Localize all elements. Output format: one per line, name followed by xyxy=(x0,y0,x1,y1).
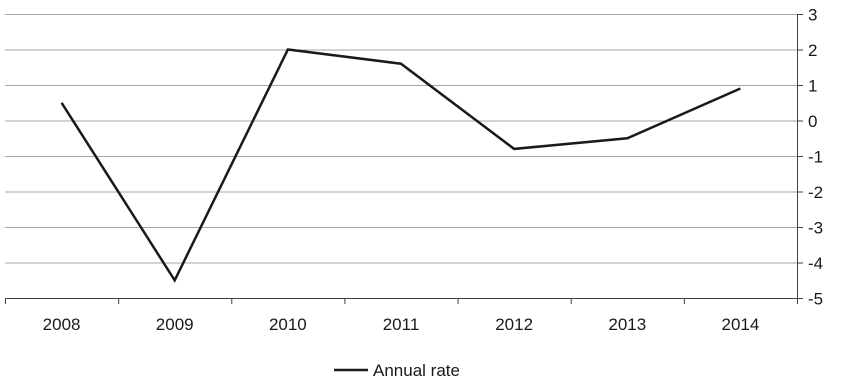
y-tick-label: -1 xyxy=(808,148,823,167)
y-tick-label: 0 xyxy=(808,112,817,131)
series-layer xyxy=(60,48,741,283)
x-tick-label: 2013 xyxy=(608,315,646,334)
gridlines xyxy=(5,14,797,264)
y-tick-label: -4 xyxy=(808,254,823,273)
axes xyxy=(5,14,803,304)
tick-labels: 3 2 1 0 -1 -2 -3 -4 -5 2008 2009 2010 2011 2012 2013 20… xyxy=(43,6,823,335)
x-tick-label: 2011 xyxy=(383,315,420,334)
legend: Annual rate xyxy=(334,361,460,380)
x-tick-label: 2012 xyxy=(495,315,533,334)
x-tick-label: 2008 xyxy=(43,315,81,334)
y-tick-label: -2 xyxy=(808,183,823,202)
y-tick-label: 1 xyxy=(808,77,817,96)
legend-label: Annual rate xyxy=(373,361,460,380)
x-tick-label: 2010 xyxy=(269,315,307,334)
x-tick-label: 2014 xyxy=(722,315,760,334)
x-tick-label: 2009 xyxy=(156,315,194,334)
y-tick-label: -3 xyxy=(808,219,823,238)
y-tick-label: -5 xyxy=(808,290,823,309)
series-line xyxy=(60,48,741,283)
y-tick-label: 3 xyxy=(808,6,817,25)
y-tick-label: 2 xyxy=(808,41,817,60)
